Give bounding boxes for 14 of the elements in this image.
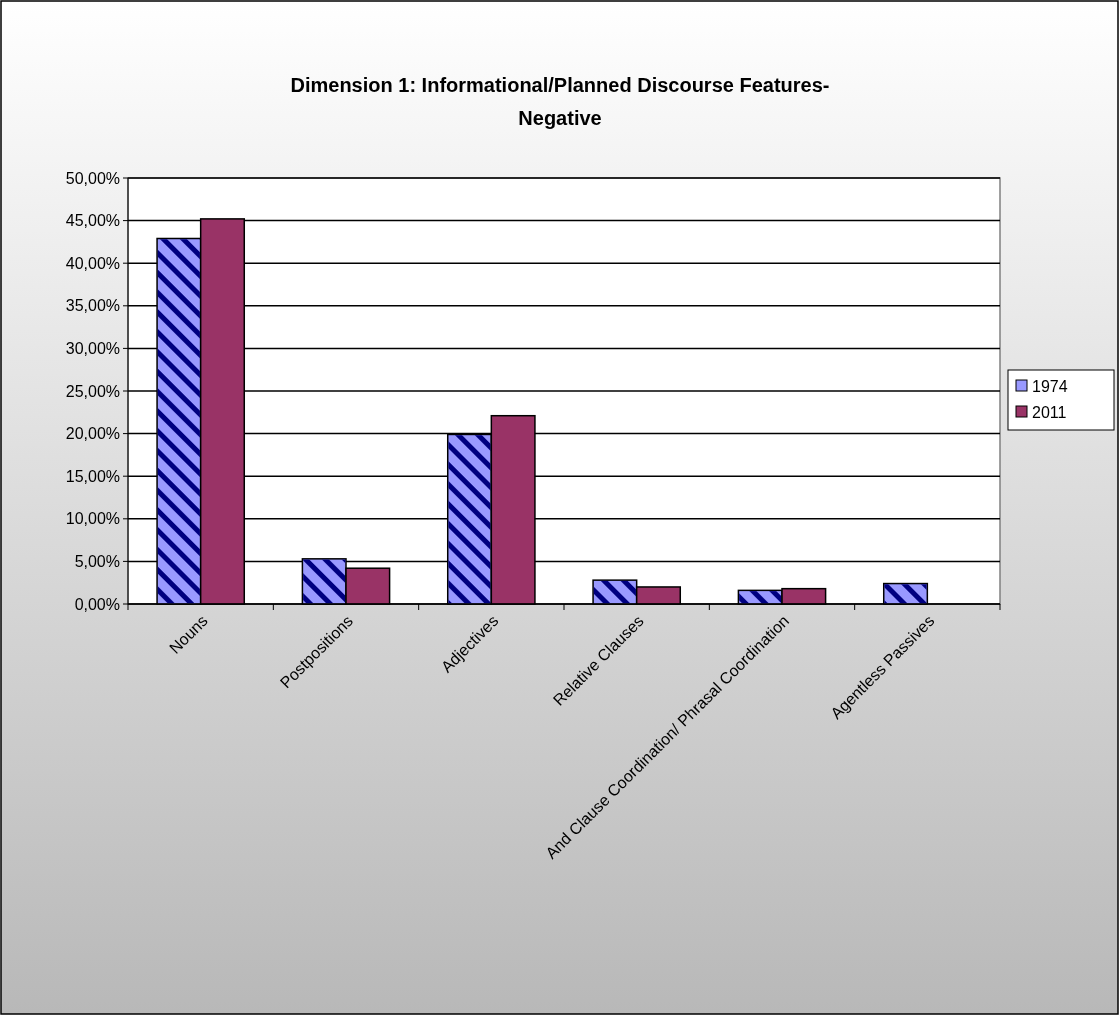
y-tick-label: 50,00%	[65, 169, 120, 187]
y-tick-label: 0,00%	[74, 595, 120, 613]
y-tick-label: 25,00%	[65, 382, 120, 400]
y-tick-label: 40,00%	[65, 254, 120, 272]
y-tick-label: 35,00%	[65, 297, 120, 315]
y-tick-label: 45,00%	[65, 212, 120, 230]
y-tick-label: 15,00%	[65, 467, 120, 485]
chart-title: Dimension 1: Informational/Planned Discourse Features- Negative	[290, 74, 830, 129]
y-tick-label: 5,00%	[74, 553, 120, 570]
legend-label: 1974	[1032, 377, 1068, 395]
y-tick-label: 10,00%	[65, 510, 120, 528]
y-tick-label: 20,00%	[65, 425, 120, 443]
legend-label: 2011	[1032, 403, 1067, 421]
y-tick-label: 30,00%	[65, 340, 120, 357]
